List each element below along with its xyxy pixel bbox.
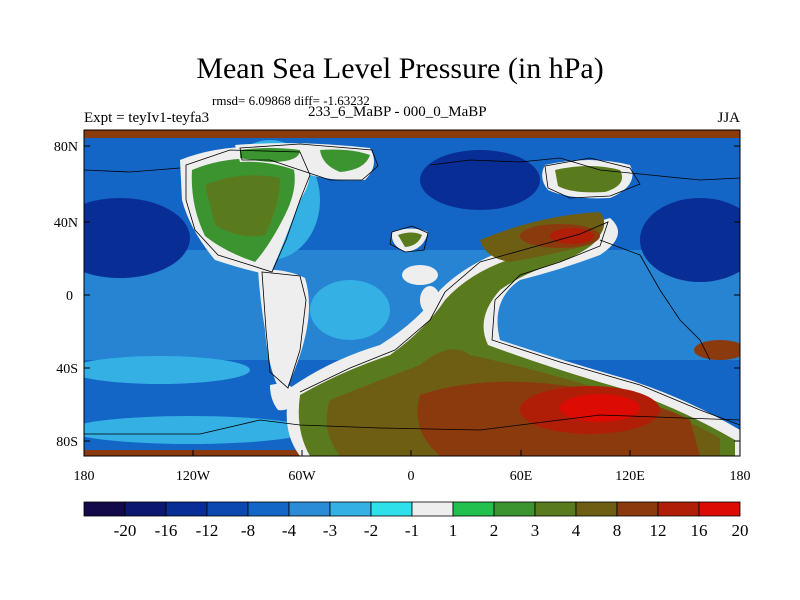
colorbar-label: -4 xyxy=(282,521,297,540)
colorbar-swatch xyxy=(616,501,659,517)
colorbar-swatch xyxy=(370,501,413,517)
colorbar-swatch xyxy=(411,501,454,517)
ytick-label: 0 xyxy=(66,289,73,304)
colorbar-label: -20 xyxy=(114,521,137,540)
colorbar-label: 2 xyxy=(490,521,499,540)
colorbar-swatch xyxy=(288,501,331,517)
xtick-label: 120W xyxy=(176,469,211,484)
colorbar-swatch xyxy=(206,501,249,517)
colorbar-label: 8 xyxy=(613,521,622,540)
colorbar-swatch xyxy=(452,501,495,517)
colorbar-label: -12 xyxy=(196,521,219,540)
xtick-label: 120E xyxy=(615,469,645,484)
colorbar-label: -1 xyxy=(405,521,419,540)
xtick-label: 60W xyxy=(288,469,316,484)
ytick-label: 80N xyxy=(54,140,78,155)
colorbar-swatch xyxy=(698,501,741,517)
colorbar-label: -2 xyxy=(364,521,378,540)
colorbar-label: 3 xyxy=(531,521,540,540)
plot-frame xyxy=(83,129,741,457)
tick-marks xyxy=(84,145,740,456)
colorbar-label: 12 xyxy=(650,521,667,540)
colorbar: -20 -16 -12 -8 -4 -3 -2 -1 1 2 3 4 8 12 16 20 xyxy=(83,501,749,540)
season-label: JJA xyxy=(717,110,740,126)
colorbar-label: 20 xyxy=(732,521,749,540)
ytick-label: 40N xyxy=(54,216,78,231)
xtick-label: 180 xyxy=(74,469,95,484)
xtick-label: 0 xyxy=(408,469,415,484)
colorbar-label: -16 xyxy=(155,521,178,540)
coastlines xyxy=(84,143,740,435)
colorbar-swatch xyxy=(575,501,618,517)
colorbar-swatch xyxy=(83,501,126,517)
colorbar-swatch xyxy=(329,501,372,517)
ytick-label: 40S xyxy=(56,362,78,377)
colorbar-swatch xyxy=(247,501,290,517)
period-label: 233_6_MaBP - 000_0_MaBP xyxy=(308,104,487,120)
colorbar-label: -8 xyxy=(241,521,255,540)
map-title: Mean Sea Level Pressure (in hPa) xyxy=(196,52,604,85)
colorbar-swatch xyxy=(124,501,167,517)
colorbar-label: 4 xyxy=(572,521,581,540)
contour-field xyxy=(84,130,740,456)
colorbar-swatch xyxy=(493,501,536,517)
xtick-label: 60E xyxy=(510,469,533,484)
colorbar-swatch xyxy=(534,501,577,517)
colorbar-swatch xyxy=(657,501,700,517)
colorbar-label: -3 xyxy=(323,521,337,540)
stats-line: rmsd= 6.09868 diff= -1.63232 xyxy=(212,93,370,108)
colorbar-swatch xyxy=(165,501,208,517)
experiment-label: Expt = teyIv1-teyfa3 xyxy=(84,110,210,126)
ytick-label: 80S xyxy=(56,435,78,450)
colorbar-label: 1 xyxy=(449,521,458,540)
xtick-label: 180 xyxy=(730,469,751,484)
colorbar-label: 16 xyxy=(691,521,708,540)
